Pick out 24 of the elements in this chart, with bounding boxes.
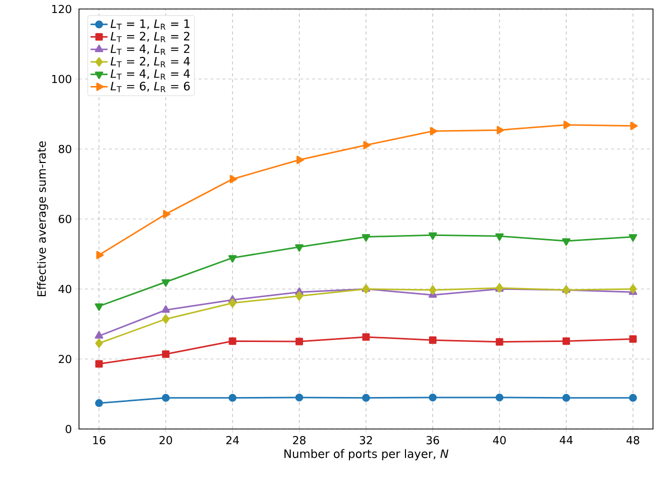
legend-label: L$_{T}$ = 6, L$_{R}$ = 6 [110,82,190,92]
legend-label: L$_{T}$ = 2, L$_{R}$ = 2 [110,32,190,42]
x-axis-title: Number of ports per layer, N [284,449,448,460]
y-tick-label: 80 [58,144,72,154]
x-tick-label: 28 [293,436,306,444]
y-axis-title: Effective average sum-rate [37,141,48,296]
y-tick-label: 40 [58,284,72,294]
y-tick-label: 60 [58,214,72,224]
legend-label: L$_{T}$ = 2, L$_{R}$ = 4 [110,56,190,68]
x-tick-label: 44 [560,436,573,444]
legend-label: L$_{T}$ = 1, L$_{R}$ = 1 [110,19,190,30]
y-tick-label: 20 [58,354,72,364]
y-tick-label: 120 [52,4,72,14]
x-tick-label: 40 [493,436,506,444]
x-tick-label: 16 [93,436,106,444]
y-tick-label: 0 [66,424,72,434]
y-tick-label: 100 [52,74,72,84]
x-tick-label: 32 [360,436,372,444]
x-tick-label: 48 [626,436,640,444]
x-tick-label: 20 [160,436,172,444]
legend-label: L$_{T}$ = 4, L$_{R}$ = 2 [110,44,190,55]
x-tick-label: 36 [426,436,440,444]
legend-label: L$_{T}$ = 4, L$_{R}$ = 4 [110,69,190,80]
x-tick-label: 24 [226,436,239,444]
